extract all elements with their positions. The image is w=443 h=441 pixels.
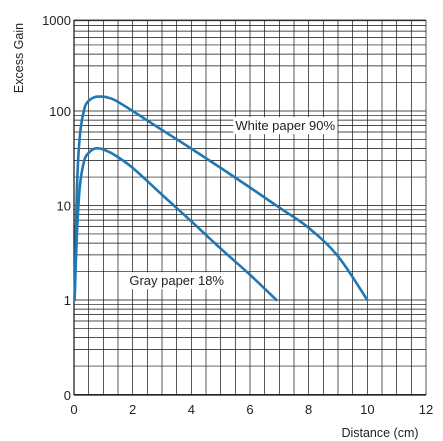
tick-labels: 0 2 4 6 8 10 12 0 1 10 100 1000: [42, 13, 433, 417]
x-tick-label: 0: [70, 402, 77, 417]
y-tick-label: 0: [64, 388, 71, 403]
series-annotation: Gray paper 18%: [127, 272, 227, 290]
annotation-label: Gray paper 18%: [129, 273, 224, 288]
series-line-white-paper: [73, 95, 369, 302]
x-tick-label: 6: [246, 402, 253, 417]
series-annotation: White paper 90%: [233, 117, 338, 135]
annotations: White paper 90% Gray paper 18%: [127, 117, 338, 290]
series-lines: [73, 95, 369, 302]
x-tick-label: 10: [360, 402, 374, 417]
y-tick-label: 10: [57, 199, 71, 214]
series-line-gray-paper: [73, 146, 278, 302]
x-axis-label: Distance (cm): [341, 426, 418, 440]
x-tick-label: 4: [188, 402, 195, 417]
y-tick-label: 1000: [42, 13, 71, 28]
grid: [73, 19, 427, 396]
y-axis-label: Excess Gain: [12, 23, 26, 93]
annotation-background: [127, 272, 227, 290]
x-tick-label: 12: [419, 402, 433, 417]
y-tick-label: 1: [64, 293, 71, 308]
x-tick-label: 2: [129, 402, 136, 417]
annotation-background: [233, 117, 338, 135]
y-tick-label: 100: [49, 104, 71, 119]
annotation-label: White paper 90%: [235, 118, 335, 133]
x-tick-label: 8: [305, 402, 312, 417]
